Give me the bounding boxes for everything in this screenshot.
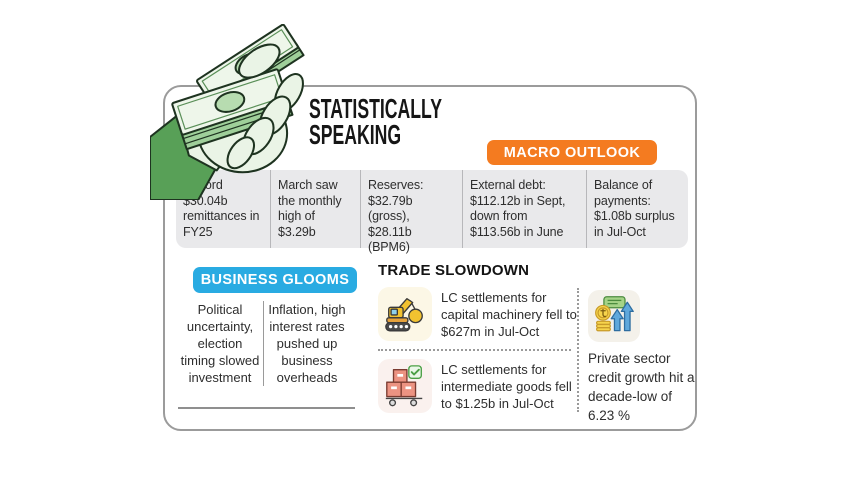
coins-growth-arrows-icon xyxy=(588,290,640,342)
credit-growth-note-text: Private sector credit growth hit a decad… xyxy=(588,351,695,423)
page-title: STATISTICALLY SPEAKING xyxy=(309,93,442,150)
trade-item-intermediate-goods: LC settlements for intermediate goods fe… xyxy=(378,359,577,413)
trade-dotted-separator xyxy=(378,349,571,351)
gloom-inflation: Inflation, high interest rates pushed up… xyxy=(268,302,346,385)
trade-item-capital-machinery-text: LC settlements for capital machinery fel… xyxy=(441,290,577,339)
hand-holding-cash-icon xyxy=(150,24,305,200)
stat-external-debt: External debt: $112.12b in Sept, down fr… xyxy=(462,170,586,248)
trade-item-intermediate-goods-text: LC settlements for intermediate goods fe… xyxy=(441,362,572,411)
stat-balance-of-payments: Balance of payments: $1.08b surplus in J… xyxy=(586,170,688,248)
business-glooms-columns: Political uncertainty, election timing s… xyxy=(177,301,357,386)
credit-growth-note: Private sector credit growth hit a decad… xyxy=(588,290,696,425)
glooms-bottom-rule xyxy=(178,407,355,409)
trade-item-capital-machinery: LC settlements for capital machinery fel… xyxy=(378,287,577,341)
trade-vertical-dotted-divider xyxy=(577,288,579,412)
macro-outlook-badge: MACRO OUTLOOK xyxy=(487,140,657,165)
trade-slowdown-heading: TRADE SLOWDOWN xyxy=(378,262,530,279)
page-title-line1: STATISTICALLY xyxy=(309,93,442,124)
stat-reserves: Reserves: $32.79b (gross), $28.11b (BPM6… xyxy=(360,170,462,254)
gloom-political-uncertainty: Political uncertainty, election timing s… xyxy=(180,302,260,385)
stat-monthly-high: March saw the monthly high of $3.29b xyxy=(270,170,360,248)
excavator-wrecking-ball-icon xyxy=(378,287,432,341)
page-title-line2: SPEAKING xyxy=(309,119,402,150)
macro-stats-row: Record $30.04b remittances in FY25 March… xyxy=(176,170,688,254)
glooms-vertical-divider xyxy=(263,301,264,386)
business-glooms-badge: BUSINESS GLOOMS xyxy=(193,267,357,293)
cargo-boxes-checked-icon xyxy=(378,359,432,413)
